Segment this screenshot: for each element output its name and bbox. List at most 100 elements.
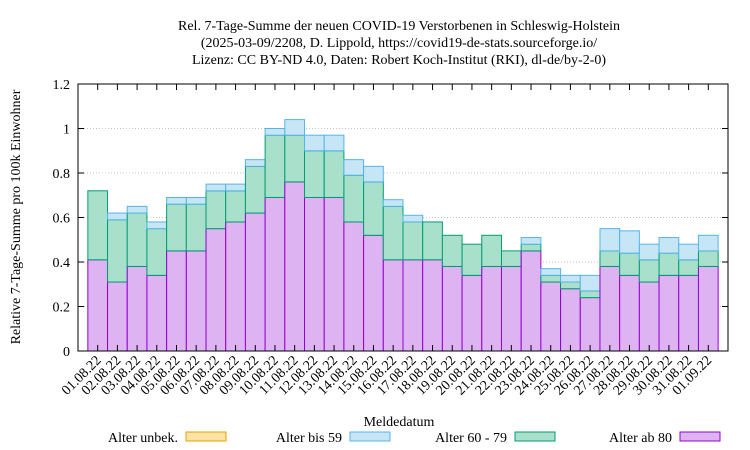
bar-alter-ab-80-03.08.22 xyxy=(126,265,148,352)
bar-alter-bis-59-27.08.22 xyxy=(599,228,621,252)
bar-alter-ab-80-17.08.22 xyxy=(402,259,424,352)
bar-alter-60-79-26.08.22 xyxy=(579,290,601,299)
legend-label: Alter ab 80 xyxy=(609,431,672,446)
bar-alter-60-79-15.08.22 xyxy=(363,181,384,236)
chart-title-line-1: Rel. 7-Tage-Summe der neuen COVID-19 Ver… xyxy=(178,19,620,34)
bar-alter-ab-80-13.08.22 xyxy=(323,196,345,352)
bar-alter-60-79-31.08.22 xyxy=(678,259,699,276)
bar-alter-ab-80-27.08.22 xyxy=(599,265,621,352)
bar-alter-60-79-27.08.22 xyxy=(599,250,621,267)
bar-alter-bis-59-17.08.22 xyxy=(402,214,424,223)
legend-swatch xyxy=(514,431,556,442)
y-tick-label: 0.8 xyxy=(53,167,71,182)
bar-alter-60-79-11.08.22 xyxy=(284,134,306,183)
bar-alter-60-79-13.08.22 xyxy=(323,150,345,198)
bar-alter-bis-59-25.08.22 xyxy=(560,274,581,283)
bar-alter-60-79-01.09.22 xyxy=(697,250,719,267)
bar-alter-ab-80-10.08.22 xyxy=(264,196,286,352)
y-tick-label: 0 xyxy=(63,345,70,360)
bar-alter-60-79-05.08.22 xyxy=(166,203,187,252)
bar-alter-bis-59-07.08.22 xyxy=(205,183,227,192)
bar-alter-ab-80-12.08.22 xyxy=(304,196,325,352)
bar-alter-bis-59-10.08.22 xyxy=(264,128,286,136)
bar-alter-60-79-10.08.22 xyxy=(264,134,286,198)
bar-alter-ab-80-02.08.22 xyxy=(107,281,128,352)
bar-alter-60-79-18.08.22 xyxy=(422,221,443,261)
bar-alter-ab-80-25.08.22 xyxy=(560,288,581,352)
plot-frame xyxy=(77,83,729,352)
legend-swatch xyxy=(185,431,227,442)
y-axis-label: Relative 7-Tage-Summe pro 100k Einwohner xyxy=(9,89,24,344)
bar-alter-bis-59-03.08.22 xyxy=(126,205,148,214)
bar-alter-bis-59-30.08.22 xyxy=(658,237,680,254)
bars-layer xyxy=(87,119,719,352)
bar-alter-bis-59-12.08.22 xyxy=(304,134,325,152)
bar-alter-bis-59-09.08.22 xyxy=(244,159,266,167)
bar-alter-ab-80-01.09.22 xyxy=(697,265,719,352)
bar-alter-ab-80-06.08.22 xyxy=(185,250,207,352)
bar-alter-60-79-20.08.22 xyxy=(461,243,483,276)
bar-alter-ab-80-20.08.22 xyxy=(461,274,483,352)
bar-alter-60-79-03.08.22 xyxy=(126,212,148,267)
legend-swatch xyxy=(349,431,391,442)
bar-alter-60-79-04.08.22 xyxy=(146,228,168,276)
y-tick-label: 1 xyxy=(63,123,70,138)
bar-alter-ab-80-11.08.22 xyxy=(284,181,306,352)
bar-alter-bis-59-15.08.22 xyxy=(363,165,384,183)
bar-alter-bis-59-16.08.22 xyxy=(382,199,404,207)
legend-label: Alter bis 59 xyxy=(276,431,342,446)
bar-alter-60-79-19.08.22 xyxy=(441,234,463,267)
bar-alter-ab-80-09.08.22 xyxy=(244,212,266,352)
bar-alter-ab-80-21.08.22 xyxy=(481,265,502,352)
bar-alter-60-79-25.08.22 xyxy=(560,281,581,290)
y-tick-label: 0.2 xyxy=(53,301,71,316)
bar-alter-ab-80-18.08.22 xyxy=(422,259,443,352)
bar-alter-60-79-07.08.22 xyxy=(205,190,227,230)
bar-alter-60-79-23.08.22 xyxy=(520,243,542,252)
bar-alter-ab-80-29.08.22 xyxy=(638,281,660,352)
bar-alter-ab-80-15.08.22 xyxy=(363,234,384,352)
bar-alter-60-79-16.08.22 xyxy=(382,205,404,261)
bar-alter-bis-59-05.08.22 xyxy=(166,196,187,205)
bar-alter-bis-59-14.08.22 xyxy=(343,159,365,176)
bar-alter-ab-80-19.08.22 xyxy=(441,265,463,352)
bar-alter-bis-59-08.08.22 xyxy=(225,183,246,192)
bar-alter-bis-59-06.08.22 xyxy=(185,196,207,205)
bar-alter-60-79-29.08.22 xyxy=(638,259,660,283)
bar-alter-ab-80-14.08.22 xyxy=(343,221,365,352)
bar-alter-bis-59-23.08.22 xyxy=(520,237,542,245)
bar-alter-60-79-02.08.22 xyxy=(107,219,128,283)
bar-alter-ab-80-24.08.22 xyxy=(540,281,562,352)
legend: Alter unbek. Alter bis 59 Alter 60 - 79 Alt… xyxy=(108,431,721,446)
bar-alter-60-79-17.08.22 xyxy=(402,221,424,261)
legend-swatch xyxy=(679,431,721,442)
y-tick-label: 0.6 xyxy=(53,212,71,227)
y-tick-label: 0.4 xyxy=(53,256,71,271)
bar-alter-60-79-06.08.22 xyxy=(185,203,207,252)
chart-title-line-2: (2025-03-09/2208, D. Lippold, https://co… xyxy=(201,36,597,51)
bar-alter-ab-80-23.08.22 xyxy=(520,250,542,352)
bar-alter-60-79-09.08.22 xyxy=(244,165,266,214)
bar-alter-ab-80-05.08.22 xyxy=(166,250,187,352)
bar-alter-bis-59-28.08.22 xyxy=(619,230,640,254)
bar-alter-ab-80-07.08.22 xyxy=(205,228,227,352)
x-axis-label: Meldedatum xyxy=(364,415,435,430)
chart-title-line-3: Lizenz: CC BY-ND 4.0, Daten: Robert Koch… xyxy=(192,53,606,68)
bar-alter-60-79-28.08.22 xyxy=(619,252,640,276)
bar-alter-ab-80-28.08.22 xyxy=(619,274,640,352)
bar-alter-ab-80-30.08.22 xyxy=(658,274,680,352)
bar-alter-60-79-08.08.22 xyxy=(225,190,246,223)
bar-alter-bis-59-24.08.22 xyxy=(540,268,562,276)
bar-alter-60-79-21.08.22 xyxy=(481,234,502,267)
legend-label: Alter 60 - 79 xyxy=(435,431,507,446)
bar-alter-ab-80-22.08.22 xyxy=(500,265,522,352)
bar-alter-ab-80-16.08.22 xyxy=(382,259,404,352)
bar-alter-60-79-14.08.22 xyxy=(343,174,365,223)
bar-alter-ab-80-26.08.22 xyxy=(579,297,601,352)
bar-alter-ab-80-04.08.22 xyxy=(146,274,168,352)
bar-alter-bis-59-04.08.22 xyxy=(146,221,168,230)
bar-alter-60-79-01.08.22 xyxy=(87,190,109,261)
bar-alter-60-79-12.08.22 xyxy=(304,150,325,198)
bar-alter-bis-59-11.08.22 xyxy=(284,119,306,136)
